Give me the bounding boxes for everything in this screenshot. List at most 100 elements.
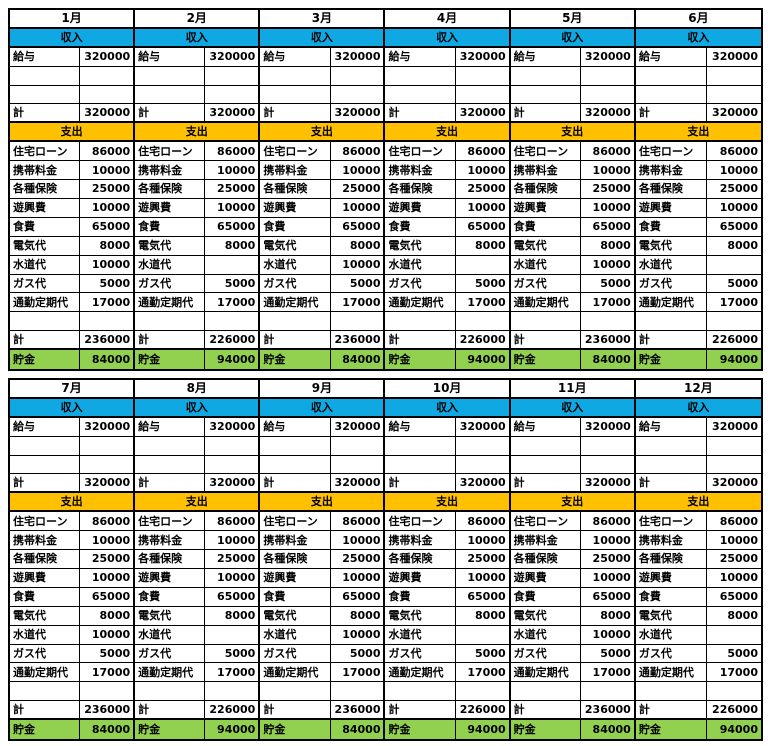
empty-row: [385, 436, 509, 456]
expense-label: 水道代: [385, 255, 456, 274]
income-total-value: 320000: [334, 106, 381, 120]
income-total-value: 320000: [459, 106, 506, 120]
expense-label: 住宅ローン: [135, 142, 206, 161]
month-block: 7月 収入 給与 320000 計 320000 支出 住宅ローン 86000 …: [10, 380, 136, 739]
expense-row: 食費 65000: [10, 587, 134, 607]
expense-row: 食費 65000: [510, 217, 634, 237]
empty-cell: [511, 436, 581, 455]
expense-label: 遊興費: [636, 568, 708, 587]
expense-label: 各種保険: [385, 180, 456, 198]
empty-cell: [135, 455, 206, 474]
expense-value: 25000: [217, 552, 256, 566]
salary-value: 320000: [334, 420, 381, 434]
expense-value: 10000: [91, 571, 131, 585]
expense-label: 食費: [260, 217, 331, 236]
expense-value: 8000: [349, 609, 381, 623]
expense-label: 住宅ローン: [260, 512, 331, 531]
expense-label: 携帯料金: [385, 161, 456, 180]
expense-total-row: 計 226000: [635, 701, 761, 721]
expense-total-label: 計: [385, 701, 456, 719]
income-total-row: 計 320000: [510, 104, 634, 124]
savings-label: 貯金: [385, 720, 456, 739]
expense-label: 遊興費: [135, 568, 206, 587]
expense-label: 電気代: [636, 606, 708, 625]
expense-row: ガス代 5000: [10, 644, 134, 664]
expense-value: 25000: [719, 552, 758, 566]
expense-value: [456, 256, 509, 274]
expense-label: 各種保険: [260, 180, 331, 198]
expense-value: 10000: [592, 201, 631, 215]
expense-total-value: 236000: [84, 333, 131, 347]
expense-label: 電気代: [10, 236, 81, 255]
expense-value: 17000: [342, 665, 381, 679]
income-total-label: 計: [10, 104, 81, 122]
expense-section-header: 支出: [635, 123, 761, 143]
income-total-value: 320000: [334, 476, 381, 490]
empty-row: [260, 85, 384, 105]
expense-row: ガス代 5000: [635, 644, 761, 664]
income-total-value: 320000: [584, 476, 631, 490]
expense-label: 遊興費: [10, 568, 81, 587]
empty-cell: [707, 437, 761, 455]
budget-sheet: 1月 収入 給与 320000 計 320000 支出 住宅ローン 86000 …: [8, 8, 763, 741]
expense-total-label: 計: [511, 701, 581, 719]
expense-label: 通勤定期代: [135, 663, 206, 682]
month-block: 10月 収入 給与 320000 計 320000 支出 住宅ローン 86000…: [385, 380, 511, 739]
empty-cell: [80, 682, 133, 700]
empty-cell: [456, 67, 509, 85]
empty-cell: [260, 85, 331, 104]
expense-value: 25000: [467, 182, 506, 196]
empty-row: [635, 455, 761, 475]
expense-row: ガス代 5000: [10, 274, 134, 294]
empty-cell: [511, 85, 581, 104]
expense-label: 電気代: [385, 236, 456, 255]
expense-section-header: 支出: [135, 123, 259, 143]
expense-row: 食費 65000: [260, 587, 384, 607]
expense-value: 25000: [342, 552, 381, 566]
income-section-label: 収入: [185, 400, 208, 414]
expense-label: 携帯料金: [636, 161, 708, 180]
expense-row: 住宅ローン 86000: [635, 142, 761, 162]
income-total-row: 計 320000: [635, 474, 761, 494]
income-total-value: 320000: [209, 476, 256, 490]
expense-value: 10000: [342, 571, 381, 585]
empty-cell: [80, 86, 133, 104]
empty-cell: [581, 456, 634, 474]
month-header: 5月: [510, 10, 634, 29]
empty-cell: [10, 436, 81, 455]
expense-row: 食費 65000: [10, 217, 134, 237]
expense-value: 5000: [99, 276, 131, 290]
income-total-row: 計 320000: [135, 474, 259, 494]
empty-cell: [385, 682, 456, 701]
expense-total-value: 226000: [712, 703, 758, 717]
expense-row: 携帯料金 10000: [635, 161, 761, 181]
expense-value: 10000: [719, 571, 758, 585]
expense-value: 8000: [99, 239, 131, 253]
expense-section-header: 支出: [385, 493, 509, 513]
expense-value: 65000: [91, 220, 131, 234]
savings-value: 94000: [467, 723, 506, 737]
expense-row: 携帯料金 10000: [135, 161, 259, 181]
empty-cell: [205, 456, 258, 474]
expense-row: 通勤定期代 17000: [260, 663, 384, 683]
empty-cell: [10, 85, 81, 104]
salary-label: 給与: [511, 417, 581, 436]
expense-label: ガス代: [135, 274, 206, 293]
expense-value: 65000: [592, 220, 631, 234]
salary-value: 320000: [459, 420, 506, 434]
expense-label: 通勤定期代: [511, 293, 581, 312]
expense-value: 5000: [99, 646, 131, 660]
expense-row: 水道代: [635, 625, 761, 645]
empty-row: [135, 682, 259, 702]
income-total-label: 計: [135, 474, 206, 492]
expense-row: 電気代 8000: [635, 606, 761, 626]
empty-cell: [80, 67, 133, 85]
expense-row: 各種保険 25000: [10, 180, 134, 199]
expense-row: 各種保険 25000: [135, 550, 259, 569]
expense-label: ガス代: [385, 644, 456, 663]
salary-row: 給与 320000: [635, 47, 761, 67]
expense-row: 水道代 10000: [260, 625, 384, 645]
expense-total-row: 計 226000: [135, 331, 259, 351]
expense-row: 電気代 8000: [10, 606, 134, 626]
income-section-header: 収入: [385, 28, 509, 48]
